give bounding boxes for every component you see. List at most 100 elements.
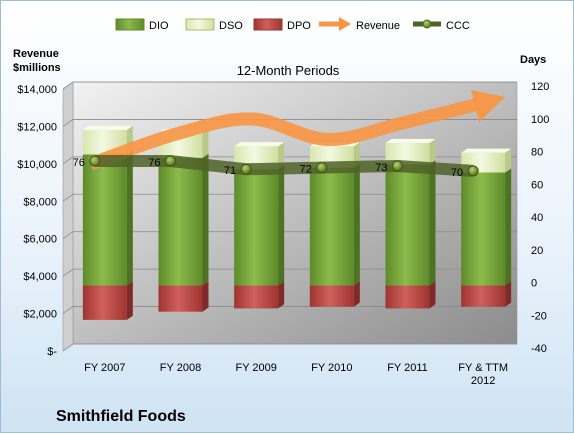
- legend-item-ccc: CCC: [413, 19, 470, 32]
- left-tick-label: $6,000: [23, 234, 57, 246]
- revenue-line: [88, 97, 481, 170]
- right-tick-label: 0: [531, 278, 537, 290]
- legend-item-dso: DSO: [185, 18, 243, 32]
- bar-dio-face: [309, 167, 354, 286]
- plot-back-wall: [72, 81, 518, 345]
- ccc-data-label: 71: [224, 165, 236, 177]
- gridline: [62, 231, 517, 240]
- category-label: FY & TTM: [458, 362, 508, 374]
- plot-side-wall: [62, 81, 74, 352]
- ccc-point: [392, 160, 403, 172]
- bar-dio-face: [461, 172, 506, 286]
- revenue-series: [88, 89, 506, 170]
- legend-label-dio: DIO: [149, 20, 169, 32]
- bar-dio-side: [505, 168, 512, 286]
- ccc-data-label: 70: [451, 167, 463, 179]
- category-label: FY 2008: [160, 362, 201, 374]
- ccc-point: [165, 155, 176, 167]
- bar-dso-side: [202, 129, 209, 158]
- gridline: [62, 306, 517, 314]
- bar-dio: [461, 168, 512, 286]
- category-labels: FY 2007 FY 2008 FY 2009 FY 2010 FY 2011 FY & …: [84, 362, 508, 387]
- bar-dpo-face: [234, 285, 279, 309]
- right-tick-label: -40: [531, 343, 547, 355]
- right-axis-title: Days: [520, 54, 546, 66]
- left-tick-label: $10,000: [17, 159, 57, 171]
- legend-item-dpo: DPO: [253, 18, 311, 32]
- left-tick-label: $2,000: [23, 309, 57, 321]
- legend-item-revenue: Revenue: [319, 17, 400, 32]
- left-tick-label: $12,000: [17, 121, 57, 133]
- legend-swatch-dio: [115, 18, 145, 31]
- bar-dio-side: [202, 153, 209, 286]
- bar-dpo-side: [202, 281, 209, 312]
- left-tick-label: $-: [47, 346, 57, 358]
- bar-dpo-face: [461, 285, 506, 307]
- right-axis-ticks: -40 -20 0 20 40 60 80 100 120: [531, 81, 549, 355]
- gridline: [62, 193, 517, 202]
- bar-dpo-side: [278, 281, 285, 309]
- bar-dio: [82, 150, 133, 286]
- category-label: FY 2010: [311, 362, 352, 374]
- bar-dso-face: [385, 143, 430, 165]
- bar-dio-face: [234, 169, 279, 286]
- legend-label-dso: DSO: [219, 20, 243, 32]
- bar-dpo-face: [82, 285, 127, 320]
- bar-dso: [82, 125, 133, 155]
- bar-dio-side: [353, 163, 360, 286]
- chart-title: 12-Month Periods: [237, 63, 340, 78]
- bar-dpo: [82, 281, 133, 320]
- bar-dio-face: [385, 164, 430, 286]
- legend: DIO DSO DPO Revenue CCC: [115, 17, 470, 32]
- legend-item-dio: DIO: [115, 18, 169, 32]
- ccc-data-label: 73: [375, 162, 387, 174]
- legend-swatch-dpo: [253, 18, 283, 31]
- bar-dio: [158, 153, 209, 286]
- bar-dio: [234, 165, 285, 286]
- bar-dpo-side: [429, 281, 436, 309]
- bar-dso-top: [461, 148, 512, 153]
- ccc-series: 76 76 71 72 73 70: [73, 155, 479, 179]
- bar-dio-face: [158, 157, 203, 286]
- right-tick-label: -20: [531, 310, 547, 322]
- legend-label-dpo: DPO: [287, 20, 311, 32]
- category-label: FY 2007: [84, 362, 125, 374]
- category-label: FY 2009: [235, 362, 276, 374]
- bar-dso: [385, 138, 436, 165]
- bar-dso-top: [82, 125, 133, 130]
- bar-dio: [385, 160, 436, 286]
- bar-dio: [309, 163, 360, 286]
- bar-dso-top: [234, 142, 285, 147]
- legend-arrowhead-revenue: [339, 17, 351, 31]
- bar-dpo-side: [126, 281, 133, 320]
- ccc-data-label: 76: [148, 157, 160, 169]
- bar-dpo-side: [353, 281, 360, 307]
- gridline: [62, 81, 517, 90]
- category-label: 2012: [471, 375, 495, 387]
- bar-dpo-face: [158, 285, 203, 312]
- gridline: [62, 119, 517, 127]
- right-tick-label: 80: [531, 147, 543, 159]
- legend-label-ccc: CCC: [446, 20, 470, 32]
- gridline: [62, 156, 517, 165]
- right-tick-label: 100: [531, 114, 549, 126]
- bars: [82, 125, 512, 320]
- left-axis-title-line2: $millions: [13, 62, 61, 74]
- right-tick-label: 60: [531, 179, 543, 191]
- right-tick-label: 40: [531, 212, 543, 224]
- right-tick-label: 20: [531, 245, 543, 257]
- bar-dpo-side: [505, 281, 512, 307]
- ccc-point: [467, 165, 479, 177]
- category-label: FY 2011: [387, 362, 428, 374]
- legend-label-revenue: Revenue: [356, 20, 400, 32]
- bar-dpo: [158, 281, 209, 312]
- bar-dio-side: [278, 165, 285, 286]
- left-tick-label: $4,000: [23, 271, 57, 283]
- ccc-data-label: 76: [73, 157, 85, 169]
- bar-dso-top: [385, 138, 436, 144]
- left-axis-title-line1: Revenue: [13, 48, 59, 60]
- bar-dpo-face: [309, 285, 354, 307]
- bar-dio-face: [82, 154, 127, 286]
